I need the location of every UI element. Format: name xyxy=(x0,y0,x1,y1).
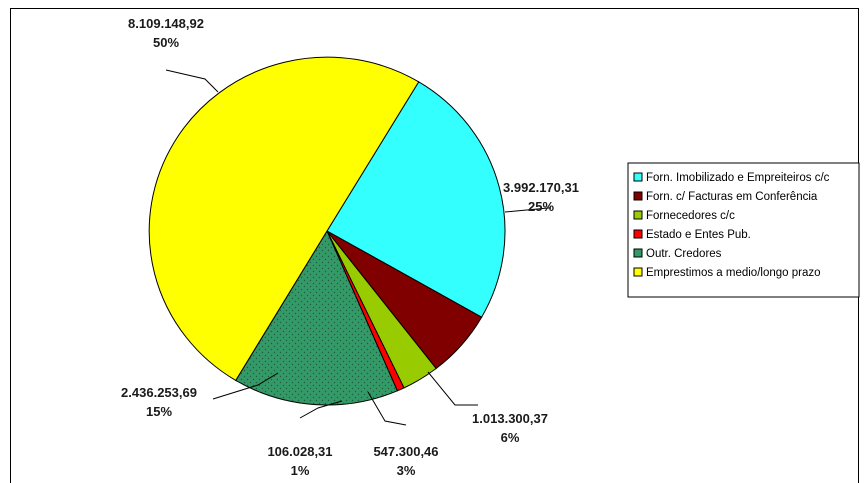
leader-line xyxy=(165,69,219,93)
leader-line xyxy=(504,207,551,213)
data-label-percent: 3% xyxy=(397,463,416,478)
legend-swatch xyxy=(633,229,643,239)
legend-label: Forn. c/ Facturas em Conferência xyxy=(646,191,818,203)
data-label-value: 8.109.148,92 xyxy=(128,16,204,31)
data-label-value: 547.300,46 xyxy=(373,444,438,459)
data-label-value: 3.992.170,31 xyxy=(503,180,579,195)
data-label-percent: 6% xyxy=(501,430,520,445)
data-label-percent: 15% xyxy=(146,404,172,419)
leader-line xyxy=(427,371,478,406)
legend-swatch xyxy=(633,191,643,201)
data-label-percent: 25% xyxy=(528,199,554,214)
legend-swatch xyxy=(633,172,643,182)
leader-line xyxy=(299,400,343,419)
legend-label: Emprestimos a medio/longo prazo xyxy=(646,267,821,279)
legend-label: Forn. Imobilizado e Empreiteiros c/c xyxy=(646,172,830,184)
legend-label: Outr. Credores xyxy=(646,248,722,260)
legend-label: Fornecedores c/c xyxy=(646,210,735,222)
legend-label: Estado e Entes Pub. xyxy=(646,229,751,241)
legend-swatch xyxy=(633,210,643,220)
data-label-percent: 1% xyxy=(291,463,310,478)
legend-swatch xyxy=(633,248,643,258)
pie-slice xyxy=(148,56,420,382)
pie-slice-texture xyxy=(235,231,398,405)
data-label-value: 1.013.300,37 xyxy=(472,411,548,426)
legend: Forn. Imobilizado e Empreiteiros c/c Forn… xyxy=(627,162,860,298)
pie-slice xyxy=(326,81,506,318)
leader-line xyxy=(367,391,407,426)
leader-line xyxy=(212,372,279,400)
data-label-value: 2.436.253,69 xyxy=(121,385,197,400)
legend-swatch xyxy=(633,267,643,277)
legend-box xyxy=(627,162,860,298)
data-label-percent: 50% xyxy=(153,35,179,50)
data-label-value: 106.028,31 xyxy=(267,444,332,459)
